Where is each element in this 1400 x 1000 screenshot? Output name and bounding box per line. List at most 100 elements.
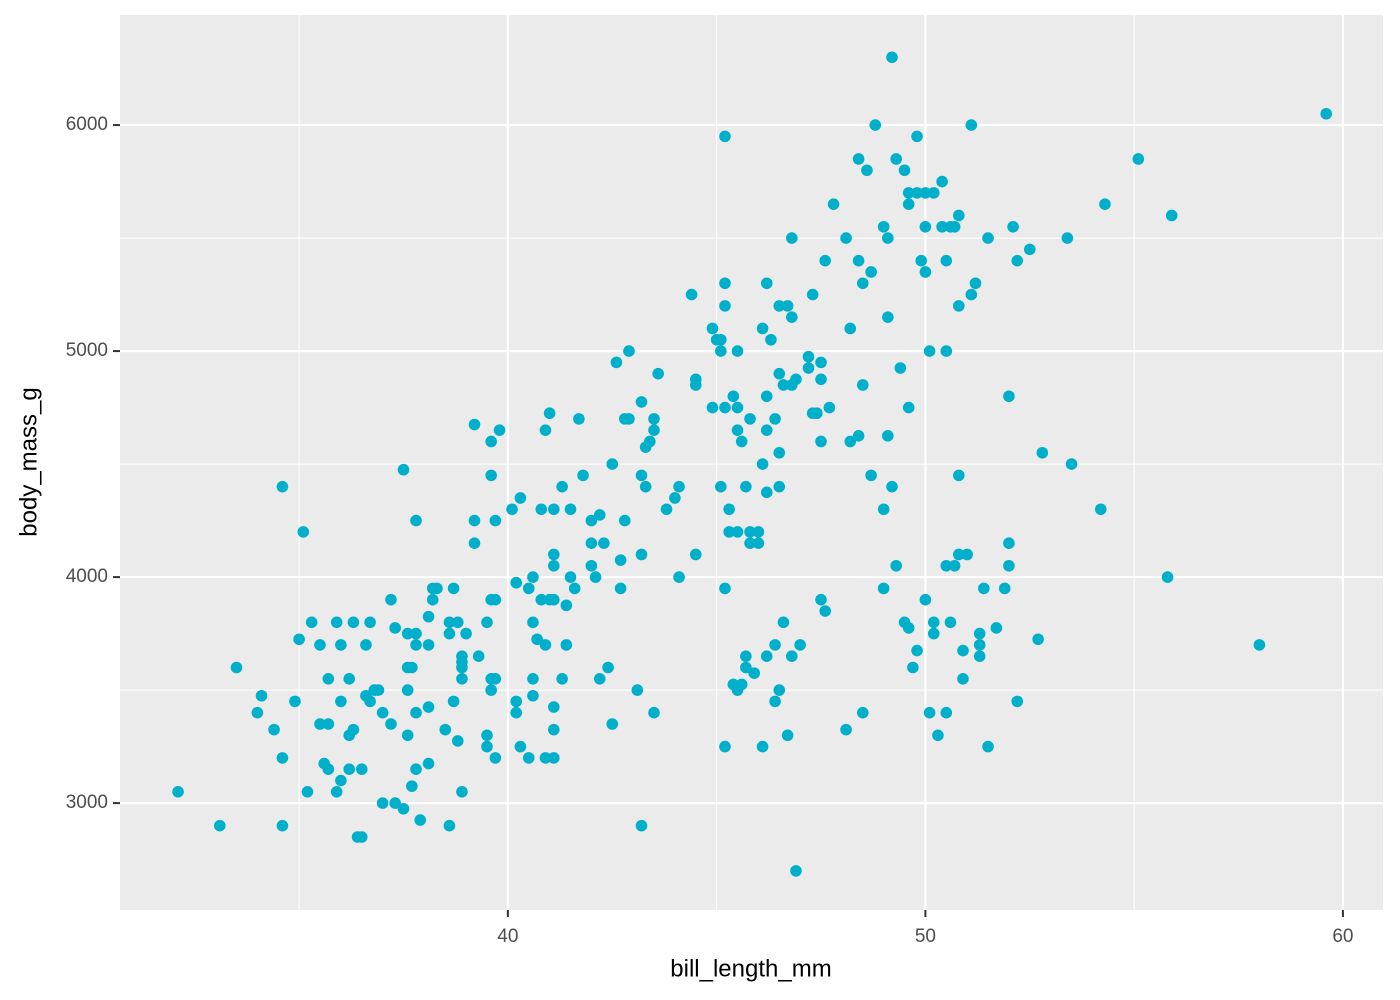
point <box>894 362 907 374</box>
point <box>648 706 660 719</box>
point <box>777 379 790 391</box>
point <box>773 480 786 493</box>
point <box>802 362 815 374</box>
point <box>840 723 852 736</box>
point <box>485 469 497 482</box>
point <box>856 379 869 391</box>
point <box>514 740 527 753</box>
point <box>276 752 289 764</box>
point <box>213 819 226 832</box>
point <box>815 373 827 386</box>
point <box>589 571 602 583</box>
point <box>765 333 777 346</box>
point <box>489 672 502 685</box>
point <box>443 819 456 832</box>
point <box>844 435 857 448</box>
point <box>744 413 756 425</box>
point <box>577 469 589 482</box>
point <box>468 514 481 527</box>
point <box>1065 458 1078 470</box>
point <box>785 232 798 244</box>
point <box>982 740 994 753</box>
point <box>882 430 894 442</box>
point <box>335 774 347 787</box>
point <box>543 407 556 420</box>
point <box>355 763 368 775</box>
point <box>343 672 356 685</box>
points <box>172 51 1333 877</box>
point <box>689 548 702 561</box>
point <box>785 650 798 662</box>
point <box>923 706 936 719</box>
point <box>527 672 539 685</box>
point <box>719 582 731 595</box>
point <box>785 311 798 323</box>
y-tick-label: 3000 <box>66 792 108 813</box>
point <box>735 678 748 691</box>
point <box>940 254 953 267</box>
point <box>451 735 464 747</box>
point <box>819 254 831 267</box>
point <box>606 458 619 470</box>
point <box>932 729 944 742</box>
point <box>610 356 623 369</box>
point <box>740 650 752 662</box>
point <box>1253 639 1266 651</box>
point <box>422 639 435 651</box>
point <box>456 650 468 662</box>
point <box>539 639 552 651</box>
point <box>952 300 965 312</box>
point <box>301 785 314 798</box>
point <box>322 763 335 775</box>
point <box>719 300 731 312</box>
point <box>715 480 727 493</box>
point <box>343 763 356 775</box>
point <box>422 757 435 770</box>
point <box>472 650 485 662</box>
panel-background <box>120 15 1383 910</box>
point <box>276 819 289 832</box>
point <box>961 548 973 561</box>
point <box>856 277 869 290</box>
point <box>731 345 744 357</box>
point <box>623 413 635 425</box>
point <box>385 593 397 606</box>
point <box>556 672 568 685</box>
point <box>882 311 894 323</box>
point <box>760 424 773 436</box>
point <box>982 232 994 244</box>
point <box>443 616 456 629</box>
point <box>744 526 756 538</box>
point <box>919 187 932 199</box>
point <box>522 582 535 595</box>
point <box>973 627 986 640</box>
point <box>389 797 401 809</box>
point <box>322 718 335 730</box>
point <box>735 435 748 448</box>
point <box>510 706 523 719</box>
point <box>927 187 940 199</box>
point <box>911 644 923 657</box>
point <box>322 672 335 685</box>
point <box>648 424 660 436</box>
point <box>639 480 652 493</box>
point <box>372 684 385 696</box>
point <box>919 593 932 606</box>
point <box>406 780 418 792</box>
point <box>957 644 969 657</box>
point <box>911 130 923 143</box>
point <box>890 559 902 572</box>
point <box>535 503 548 516</box>
y-axis-title: body_mass_g <box>15 387 42 536</box>
point <box>919 220 932 233</box>
point <box>289 695 301 708</box>
point <box>773 367 786 380</box>
point <box>973 639 986 651</box>
point <box>973 650 986 662</box>
point <box>777 616 790 629</box>
point <box>635 819 648 832</box>
point <box>927 616 940 629</box>
point <box>715 333 727 346</box>
point <box>548 593 560 606</box>
point <box>447 582 460 595</box>
